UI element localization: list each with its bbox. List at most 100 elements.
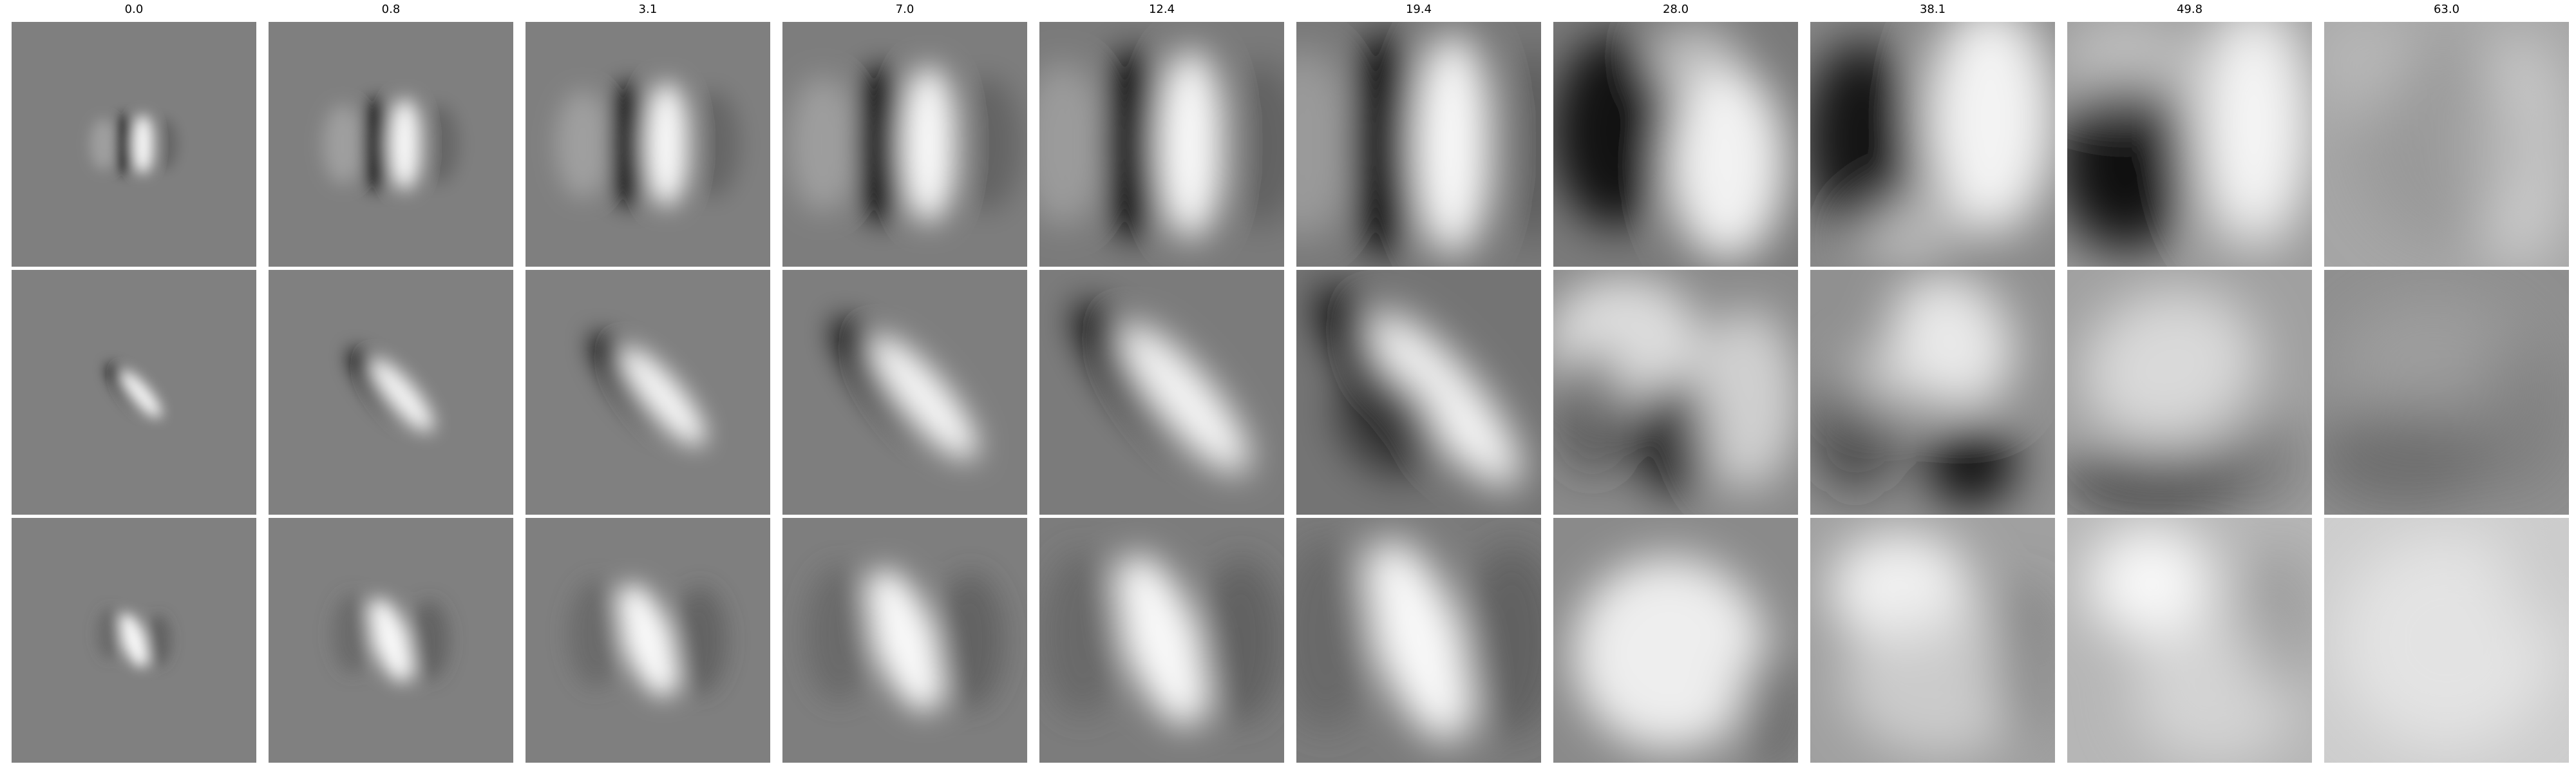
intensity-blob	[323, 104, 363, 184]
intensity-blob	[672, 586, 727, 694]
intensity-blob	[370, 359, 433, 432]
filter-image	[1296, 518, 1541, 763]
intensity-blob	[1926, 22, 2055, 234]
filter-tile	[12, 22, 256, 267]
filter-tile	[526, 518, 770, 763]
intensity-blob	[1573, 557, 1766, 750]
filter-image	[1553, 22, 1798, 267]
intensity-blob	[2466, 341, 2569, 495]
filter-tile	[2067, 22, 2312, 267]
intensity-blob	[1346, 33, 1424, 256]
intensity-blob	[2324, 22, 2414, 112]
intensity-blob	[2324, 405, 2492, 508]
intensity-blob	[556, 90, 611, 198]
intensity-blob	[120, 370, 162, 418]
column-label: 0.0	[124, 3, 144, 16]
filter-image	[782, 518, 1027, 763]
filter-tile	[1039, 270, 1284, 515]
intensity-blob	[96, 608, 122, 660]
filter-tile	[782, 518, 1027, 763]
intensity-blob	[1855, 196, 1958, 267]
intensity-blob	[936, 572, 1005, 709]
filter-tile	[1039, 22, 1284, 267]
filter-tile	[1810, 270, 2055, 515]
filter-tile	[1810, 518, 2055, 763]
intensity-blob	[1219, 62, 1284, 227]
intensity-blob	[1553, 35, 1676, 228]
intensity-blob	[133, 115, 153, 174]
intensity-blob	[368, 598, 414, 682]
intensity-blob	[853, 66, 909, 223]
filter-image	[269, 270, 513, 515]
intensity-blob	[569, 580, 623, 688]
intensity-blob	[1296, 48, 1351, 241]
intensity-blob	[869, 335, 978, 460]
filter-image	[1553, 270, 1798, 515]
filter-tile	[782, 22, 1027, 267]
filter-image	[1553, 518, 1798, 763]
filter-image	[12, 518, 256, 763]
filter-tile	[1296, 22, 1541, 267]
filter-tile	[2067, 270, 2312, 515]
intensity-blob	[2067, 22, 2190, 106]
intensity-blob	[1296, 537, 1374, 730]
filter-image	[782, 270, 1027, 515]
filter-image	[1810, 22, 2055, 267]
filter-image	[1810, 270, 2055, 515]
intensity-blob	[419, 104, 459, 184]
filter-image	[12, 270, 256, 515]
intensity-blob	[1463, 544, 1541, 737]
intensity-blob	[2081, 287, 2259, 446]
filter-tile	[1810, 22, 2055, 267]
intensity-blob	[361, 98, 393, 191]
filter-image	[1296, 270, 1541, 515]
intensity-blob	[2087, 524, 2215, 640]
intensity-blob	[1364, 539, 1473, 741]
intensity-blob	[685, 90, 740, 198]
filter-image	[2067, 270, 2312, 515]
intensity-blob	[804, 566, 873, 702]
filter-image	[2324, 518, 2569, 763]
intensity-blob	[788, 76, 857, 213]
filter-tile	[526, 270, 770, 515]
filter-image	[269, 518, 513, 763]
filter-image	[12, 22, 256, 267]
intensity-blob	[901, 66, 956, 223]
intensity-blob	[1842, 347, 1920, 412]
intensity-blob	[1486, 48, 1541, 241]
intensity-blob	[1991, 582, 2055, 737]
intensity-blob	[1414, 33, 1492, 256]
intensity-blob	[1157, 49, 1224, 240]
filter-tile	[2067, 518, 2312, 763]
filter-tile	[12, 270, 256, 515]
intensity-blob	[1041, 551, 1124, 716]
intensity-blob	[952, 76, 1021, 213]
intensity-blob	[1369, 311, 1522, 488]
filter-image	[526, 518, 770, 763]
intensity-blob	[115, 115, 135, 174]
column-label: 28.0	[1662, 3, 1689, 16]
filter-image	[526, 270, 770, 515]
filter-image	[269, 22, 513, 267]
intensity-blob	[2241, 544, 2312, 698]
filter-image	[2324, 270, 2569, 515]
filter-tile	[2324, 518, 2569, 763]
column-label: 63.0	[2433, 3, 2460, 16]
filter-image	[1810, 518, 2055, 763]
filter-image	[526, 22, 770, 267]
intensity-blob	[2196, 22, 2312, 247]
intensity-blob	[1039, 62, 1104, 227]
intensity-blob	[1810, 41, 1920, 234]
intensity-blob	[1200, 558, 1283, 723]
intensity-blob	[866, 569, 943, 712]
intensity-blob	[388, 98, 421, 191]
column-label: 3.1	[638, 3, 658, 16]
filter-image	[1296, 22, 1541, 267]
intensity-blob	[332, 594, 373, 674]
intensity-blob	[2209, 412, 2312, 515]
filter-tile	[269, 518, 513, 763]
intensity-blob	[1553, 347, 1631, 476]
intensity-blob	[620, 347, 706, 446]
column-label: 19.4	[1405, 3, 1432, 16]
